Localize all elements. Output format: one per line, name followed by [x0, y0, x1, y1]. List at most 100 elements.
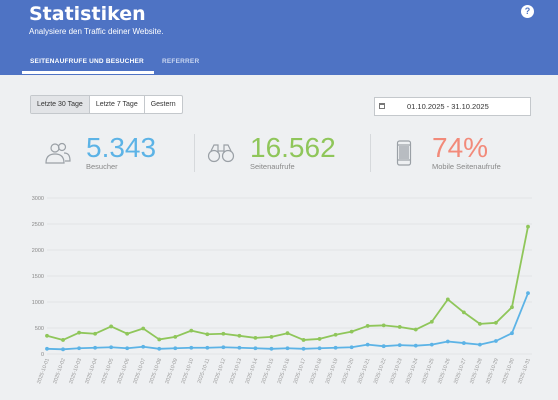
active-tab-indicator — [22, 71, 154, 74]
pageviews-point — [461, 310, 466, 315]
header: Statistiken Analysiere den Traffic deine… — [0, 0, 558, 75]
visitors-point — [61, 347, 65, 352]
pageviews-point — [189, 328, 194, 333]
page-subtitle: Analysiere den Traffic deiner Website. — [29, 27, 164, 36]
pageviews-point — [397, 325, 402, 329]
x-tick-label: 2025-10-29 — [485, 358, 500, 385]
page-title: Statistiken — [29, 3, 146, 25]
range-yesterday-button[interactable]: Gestern — [150, 101, 176, 108]
pageviews-label: Seitenaufrufe — [250, 162, 295, 171]
y-tick-label: 1000 — [32, 300, 44, 306]
date-range-picker[interactable]: 01.10.2025 - 31.10.2025 — [374, 97, 531, 116]
x-tick-label: 2025-10-24 — [405, 358, 420, 385]
pageviews-point — [333, 332, 338, 337]
visitors-point — [510, 331, 514, 336]
x-tick-label: 2025-10-04 — [84, 358, 99, 385]
visitors-point — [253, 346, 258, 351]
x-tick-label: 2025-10-21 — [357, 358, 372, 385]
x-tick-label: 2025-10-12 — [213, 358, 228, 385]
y-tick-label: 2000 — [32, 248, 44, 254]
pageviews-point — [205, 332, 210, 337]
visitors-point — [381, 344, 386, 349]
x-tick-label: 2025-10-16 — [277, 358, 292, 385]
binoculars-icon — [207, 144, 235, 163]
visitors-point — [445, 339, 450, 344]
visitors-point — [317, 346, 322, 351]
visitors-point — [301, 346, 306, 351]
pageviews-point — [349, 329, 354, 334]
pageviews-point — [526, 224, 530, 229]
pageviews-point — [109, 324, 114, 329]
smartphone-icon — [396, 140, 412, 166]
visitors-point — [45, 346, 49, 351]
visitors-line — [46, 292, 529, 351]
pageviews-point — [61, 338, 65, 342]
y-tick-label: 2500 — [32, 222, 44, 228]
visitors-point — [157, 346, 162, 351]
pageviews-point — [285, 331, 290, 336]
tab-pageviews-visitors[interactable]: SEITENAUFRUFE UND BESUCHER — [30, 58, 144, 65]
mobile-percentage: 74% — [432, 132, 489, 163]
x-tick-label: 2025-10-28 — [469, 358, 484, 385]
pageviews-point — [253, 335, 258, 340]
x-tick-label: 2025-10-26 — [437, 358, 452, 385]
range-30-days-button[interactable]: Letzte 30 Tage — [31, 96, 90, 113]
visitors-point — [349, 345, 354, 350]
x-tick-label: 2025-10-31 — [517, 358, 532, 385]
pageviews-point — [125, 331, 130, 336]
pageviews-point — [445, 297, 450, 302]
mobile-label: Mobile Seitenaufrufe — [432, 162, 501, 171]
x-tick-label: 2025-10-14 — [245, 358, 260, 385]
visitors-point — [237, 345, 242, 350]
x-tick-label: 2025-10-03 — [68, 358, 83, 385]
range-selector: Letzte 30 Tage Letzte 7 Tage Gestern — [30, 95, 183, 114]
tab-referrer[interactable]: REFERRER — [162, 58, 200, 65]
pageviews-point — [173, 334, 178, 339]
x-tick-label: 2025-10-18 — [309, 358, 324, 385]
pageviews-point — [237, 333, 242, 338]
visitors-point — [397, 343, 402, 348]
visitors-point — [461, 341, 466, 345]
x-tick-label: 2025-10-07 — [132, 358, 147, 385]
x-tick-label: 2025-10-22 — [373, 358, 388, 385]
pageviews-point — [429, 319, 434, 324]
x-tick-label: 2025-10-20 — [341, 358, 356, 385]
stat-divider — [194, 134, 195, 172]
visitors-point — [109, 345, 114, 350]
x-tick-label: 2025-10-15 — [261, 358, 276, 385]
visitors-point — [478, 342, 482, 347]
visitors-point — [429, 342, 434, 347]
stat-divider — [370, 134, 371, 172]
pageviews-point — [93, 331, 97, 336]
visitors-point — [365, 342, 370, 347]
visitors-count: 5.343 — [86, 132, 157, 163]
pageviews-point — [301, 338, 306, 342]
visitors-point — [333, 345, 338, 350]
visitors-point — [125, 346, 130, 351]
visitors-point — [413, 343, 418, 348]
x-tick-label: 2025-10-02 — [52, 358, 67, 385]
pageviews-point — [269, 334, 274, 339]
x-tick-label: 2025-10-25 — [421, 358, 436, 385]
pageviews-point — [317, 337, 322, 341]
y-tick-label: 0 — [41, 352, 44, 358]
date-range-value: 01.10.2025 - 31.10.2025 — [407, 102, 489, 111]
pageviews-line — [46, 226, 529, 341]
x-tick-label: 2025-10-30 — [501, 358, 516, 385]
visitors-point — [141, 344, 146, 349]
help-icon[interactable]: ? — [521, 5, 534, 18]
pageviews-point — [381, 323, 386, 328]
x-tick-label: 2025-10-19 — [325, 358, 340, 385]
y-tick-label: 1500 — [32, 274, 44, 280]
pageviews-point — [494, 320, 498, 325]
pageviews-point — [77, 330, 81, 335]
visitors-point — [526, 291, 530, 296]
x-tick-label: 2025-10-17 — [293, 358, 308, 385]
x-tick-label: 2025-10-13 — [229, 358, 244, 385]
pageviews-point — [45, 333, 49, 338]
pageviews-point — [157, 337, 162, 342]
calendar-icon — [379, 103, 385, 109]
y-tick-label: 3000 — [32, 196, 44, 202]
range-7-days-button[interactable]: Letzte 7 Tage — [90, 96, 145, 113]
